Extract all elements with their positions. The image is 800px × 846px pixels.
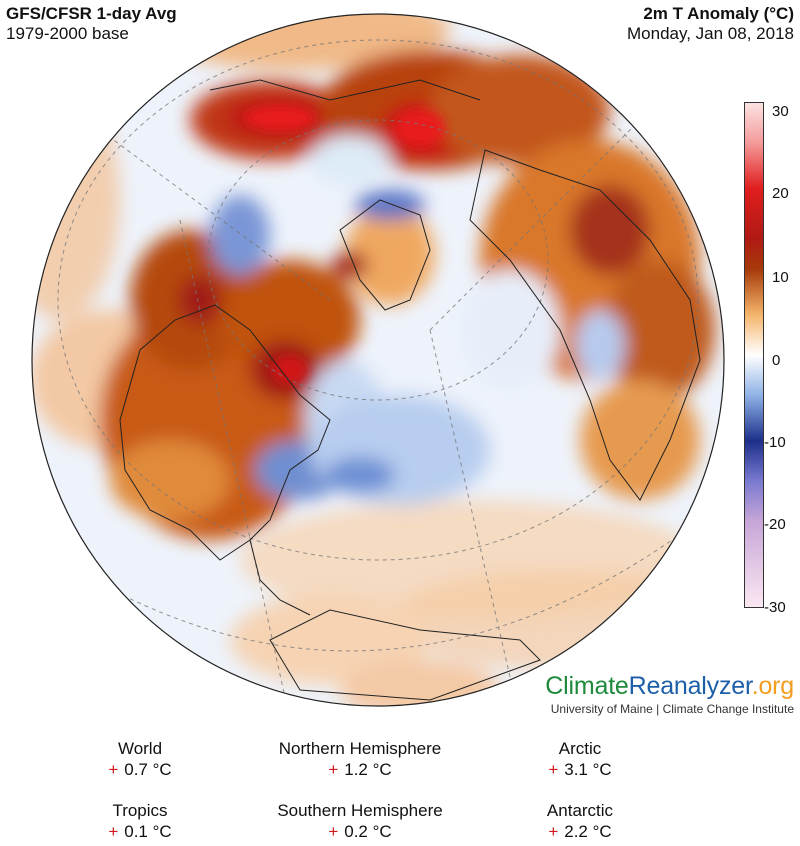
map-header-left: GFS/CFSR 1-day Avg 1979-2000 base [6, 4, 177, 44]
positive-sign: + [548, 760, 559, 779]
stat-label: Northern Hemisphere [278, 739, 442, 758]
stat-value: 0.2 °C [344, 822, 392, 841]
variable-title: 2m T Anomaly (°C) [643, 4, 794, 23]
color-scale-bar [744, 102, 764, 608]
map-date: Monday, Jan 08, 2018 [627, 24, 794, 43]
brand-name: ClimateReanalyzer.org [545, 671, 794, 701]
positive-sign: + [548, 822, 559, 841]
positive-sign: + [108, 760, 119, 779]
baseline-period: 1979-2000 base [6, 24, 129, 43]
positive-sign: + [328, 760, 339, 779]
stat-label: Tropics [112, 801, 168, 820]
brand-name-part: Reanalyzer [628, 672, 752, 700]
stat-value: 0.7 °C [124, 760, 172, 779]
stat-label: Southern Hemisphere [277, 801, 443, 820]
color-scale-tick: 10 [772, 269, 789, 286]
stat-antarctic: Antarctic +2.2 °C [460, 800, 700, 842]
brand-logo: ClimateReanalyzer.org University of Main… [545, 671, 794, 717]
color-scale-tick: 20 [772, 185, 789, 202]
color-scale-tick: 30 [772, 103, 789, 120]
color-scale-tick: -30 [764, 599, 786, 616]
map-header-right: 2m T Anomaly (°C) Monday, Jan 08, 2018 [627, 4, 794, 44]
positive-sign: + [328, 822, 339, 841]
color-scale-tick: 0 [772, 352, 781, 369]
color-scale-tick: -10 [764, 434, 786, 451]
stat-world: World +0.7 °C [20, 738, 260, 780]
stat-value: 1.2 °C [344, 760, 392, 779]
stat-label: World [117, 739, 163, 758]
positive-sign: + [108, 822, 119, 841]
stat-label: Antarctic [546, 801, 614, 820]
brand-subtitle: University of Maine | Climate Change Ins… [550, 702, 794, 716]
stat-value: 3.1 °C [564, 760, 612, 779]
brand-name-part: .org [751, 672, 794, 700]
color-scale-tick: -20 [764, 516, 786, 533]
brand-name-part: Climate [545, 672, 629, 700]
stat-value: 2.2 °C [564, 822, 612, 841]
stat-arctic: Arctic +3.1 °C [460, 738, 700, 780]
stat-northern-hemisphere: Northern Hemisphere +1.2 °C [240, 738, 480, 780]
stat-southern-hemisphere: Southern Hemisphere +0.2 °C [240, 800, 480, 842]
stat-tropics: Tropics +0.1 °C [20, 800, 260, 842]
stat-label: Arctic [558, 739, 602, 758]
stat-value: 0.1 °C [124, 822, 172, 841]
dataset-title: GFS/CFSR 1-day Avg [6, 4, 177, 23]
